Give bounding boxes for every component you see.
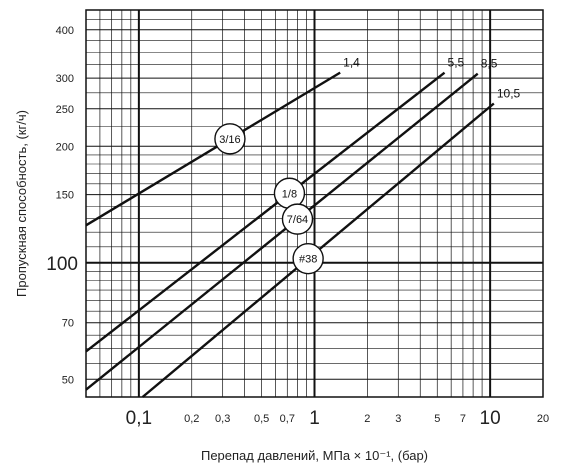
x-tick-label: 20: [537, 413, 549, 425]
series-end-label: 5,5: [448, 56, 465, 70]
y-tick-label: 50: [62, 374, 74, 386]
series-labels: 1,4 3/16 5,5 1/8 8,5 7/64 10,5 #38: [214, 56, 521, 275]
y-tick-label: 300: [56, 73, 74, 85]
series-line: [85, 71, 446, 353]
series-bubble-label: #38: [299, 254, 317, 266]
y-tick-label: 150: [56, 190, 74, 202]
series-line: [85, 71, 341, 227]
y-tick-label: 70: [62, 318, 74, 330]
x-axis-title: Перепад давлений, МПа × 10⁻¹, (бар): [201, 448, 428, 463]
series-bubble-label: 7/64: [287, 214, 308, 226]
series-bubble: [292, 242, 324, 275]
x-tick-label: 0,1: [126, 408, 152, 429]
series-bubble-label: 1/8: [282, 188, 297, 200]
x-tick-label: 0,3: [215, 413, 230, 425]
series-bubble: [214, 123, 246, 155]
series-lines: [85, 71, 495, 398]
x-tick-label: 3: [395, 413, 401, 425]
tick-labels: 0,1 0,2 0,3 0,5 0,7 1 2 3 5 7 10 20 50 70 100 150 200 250…: [46, 25, 549, 429]
x-tick-label: 0,2: [184, 413, 199, 425]
y-tick-label: 200: [56, 141, 74, 153]
series-end-label: 10,5: [497, 86, 521, 100]
series-end-label: 1,4: [343, 56, 360, 70]
grid-lines: [86, 10, 543, 397]
series-bubble: [281, 203, 314, 235]
plot-frame: [85, 9, 544, 398]
x-tick-label: 7: [460, 413, 466, 425]
x-tick-label: 10: [480, 408, 501, 429]
y-tick-label: 100: [46, 254, 78, 275]
series-bubble-label: 3/16: [219, 134, 240, 146]
x-tick-label: 0,5: [254, 413, 269, 425]
series-line: [85, 72, 479, 391]
y-tick-label: 250: [56, 104, 74, 116]
x-tick-label: 5: [434, 413, 440, 425]
y-axis-title: Пропускная способность, (кг/ч): [14, 110, 29, 297]
series-end-label: 8,5: [481, 57, 498, 71]
x-tick-label: 1: [309, 408, 320, 429]
x-tick-label: 2: [364, 413, 370, 425]
x-tick-label: 0,7: [280, 413, 295, 425]
y-tick-label: 400: [56, 25, 74, 37]
